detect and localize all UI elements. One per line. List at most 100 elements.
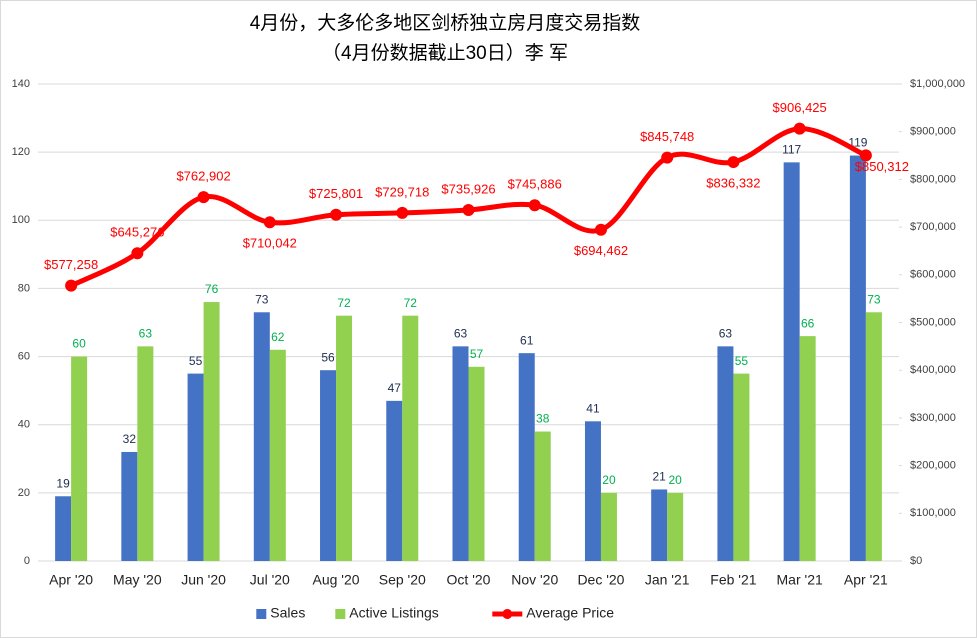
legend-label: Average Price — [526, 605, 614, 621]
marker — [661, 151, 674, 164]
data-label: 72 — [337, 296, 351, 310]
bar — [253, 312, 270, 561]
y2-tick-label: $0 — [910, 555, 922, 567]
bar — [386, 400, 403, 561]
bar — [667, 492, 684, 561]
marker — [462, 203, 475, 216]
data-label: $845,748 — [640, 129, 694, 144]
bar — [402, 315, 419, 561]
y2-tick-label: $800,000 — [910, 173, 956, 185]
marker — [330, 208, 343, 221]
marker — [528, 199, 541, 212]
y-tick-label: 0 — [24, 555, 30, 567]
x-tick-label: Nov '20 — [511, 572, 558, 588]
y2-tick-label: $100,000 — [910, 507, 956, 519]
data-label: $645,276 — [110, 225, 164, 240]
bar — [121, 451, 138, 561]
x-tick-label: Dec '20 — [577, 572, 624, 588]
y-tick-label: 100 — [12, 214, 30, 226]
data-label: $745,886 — [508, 177, 562, 192]
data-label: $725,801 — [309, 186, 363, 201]
bar — [336, 315, 353, 561]
y2-tick-label: $600,000 — [910, 269, 956, 281]
data-label: $694,462 — [574, 243, 628, 258]
bar — [783, 162, 800, 561]
bar — [799, 336, 816, 561]
y2-tick-label: $900,000 — [910, 126, 956, 138]
x-tick-label: Sep '20 — [379, 572, 426, 588]
data-label: 47 — [388, 381, 402, 395]
data-label: 19 — [56, 476, 70, 490]
data-label: 76 — [205, 282, 219, 296]
data-label: 55 — [189, 354, 203, 368]
data-label: 20 — [602, 473, 616, 487]
data-label: $710,042 — [243, 236, 297, 251]
data-label: 60 — [72, 337, 86, 351]
y2-tick-label: $400,000 — [910, 364, 956, 376]
y-tick-label: 120 — [12, 146, 30, 158]
data-label: 57 — [470, 347, 484, 361]
data-label: 66 — [801, 316, 815, 330]
legend-marker — [502, 609, 513, 619]
legend-label: Sales — [270, 605, 305, 621]
bar — [269, 349, 286, 561]
bar — [849, 155, 866, 562]
x-tick-label: Jun '20 — [181, 572, 226, 588]
y2-tick-label: $500,000 — [910, 316, 956, 328]
x-tick-label: Jul '20 — [250, 572, 290, 588]
data-label: 56 — [321, 350, 335, 364]
marker — [197, 191, 210, 204]
x-tick-label: Aug '20 — [313, 572, 360, 588]
y-tick-label: 20 — [18, 487, 30, 499]
bar — [187, 373, 204, 561]
y2-tick-label: $300,000 — [910, 412, 956, 424]
chart-subtitle: （4月份数据截止30日）李 军 — [322, 42, 568, 64]
bar — [584, 421, 601, 561]
data-label: $729,718 — [375, 184, 429, 199]
x-tick-label: Apr '21 — [844, 572, 888, 588]
bar — [651, 489, 668, 561]
data-label: 61 — [520, 333, 534, 347]
bar — [203, 302, 220, 561]
x-tick-label: Mar '21 — [777, 572, 823, 588]
data-label: 72 — [404, 296, 418, 310]
legend-swatch — [335, 609, 346, 619]
y-tick-label: 40 — [18, 419, 30, 431]
data-label: 38 — [536, 412, 550, 426]
x-tick-label: May '20 — [113, 572, 162, 588]
bar — [600, 492, 617, 561]
marker — [594, 223, 607, 236]
marker — [727, 156, 740, 169]
data-label: 63 — [139, 327, 153, 341]
marker — [859, 149, 872, 162]
data-label: 41 — [586, 401, 600, 415]
bar — [55, 496, 72, 561]
bar — [71, 356, 88, 561]
bar — [518, 353, 535, 561]
data-label: 63 — [719, 327, 733, 341]
x-tick-label: Apr '20 — [49, 572, 93, 588]
x-tick-label: Oct '20 — [447, 572, 491, 588]
data-label: 21 — [653, 470, 667, 484]
y-tick-label: 140 — [12, 78, 30, 90]
data-label: 117 — [782, 143, 801, 157]
data-label: $577,258 — [44, 257, 98, 272]
data-label: 62 — [271, 330, 285, 344]
data-label: $906,425 — [773, 100, 827, 115]
data-label: 73 — [255, 292, 269, 306]
marker — [263, 216, 276, 229]
y2-tick-label: $1,000,000 — [910, 78, 965, 90]
y-tick-label: 60 — [18, 350, 30, 362]
chart-title: 4月份，大多伦多地区剑桥独立房月度交易指数 — [250, 12, 641, 34]
data-label: 20 — [669, 473, 683, 487]
data-label: 32 — [123, 432, 137, 446]
legend-label: Active Listings — [349, 605, 438, 621]
bar — [733, 373, 750, 561]
bar — [534, 431, 551, 561]
bar — [468, 366, 485, 561]
data-label: $762,902 — [176, 169, 230, 184]
legend-swatch — [256, 609, 267, 619]
data-label: $850,312 — [855, 159, 909, 174]
data-label: $735,926 — [441, 181, 495, 196]
